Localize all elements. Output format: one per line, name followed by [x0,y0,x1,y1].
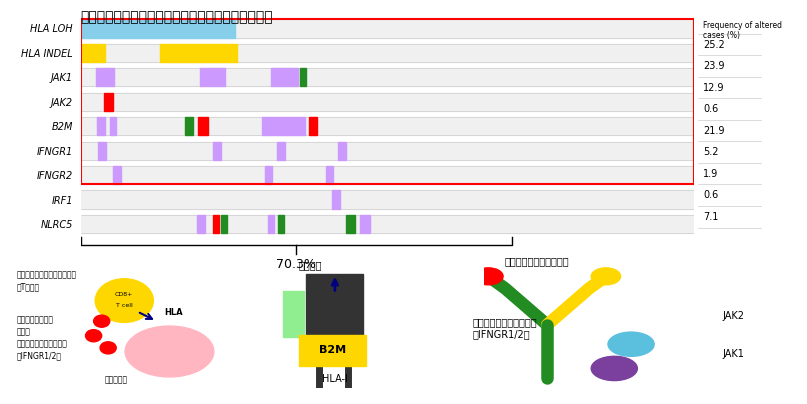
Bar [277,141,285,160]
Bar [81,19,694,38]
Text: JAK1: JAK1 [722,349,744,360]
Bar [220,215,227,233]
Ellipse shape [608,332,654,356]
Bar [81,44,694,62]
Bar [345,215,355,233]
Circle shape [95,279,153,322]
Bar [271,68,299,86]
Bar [197,215,205,233]
Bar [185,117,193,135]
Ellipse shape [592,356,638,381]
Bar [96,68,115,86]
Circle shape [86,330,102,342]
Text: ガンマ: ガンマ [16,327,30,336]
Bar [307,274,363,337]
Text: T cell: T cell [116,303,132,308]
Bar [300,68,307,86]
Bar [81,215,694,233]
Bar [98,117,105,135]
Bar [200,68,225,86]
Bar [81,166,694,184]
Text: 高度変異胃がんにおける免疫関連遺伝子異常の頻度: 高度変異胃がんにおける免疫関連遺伝子異常の頻度 [81,10,274,24]
Bar [81,190,694,209]
Bar [268,215,274,233]
Text: 1.9: 1.9 [703,169,718,179]
Text: インターフェロンガンマ: インターフェロンガンマ [504,257,569,267]
Text: Frequency of altered
cases (%): Frequency of altered cases (%) [703,21,782,40]
Text: CD8+: CD8+ [115,292,133,297]
Circle shape [474,268,503,285]
Text: 0.6: 0.6 [703,190,718,200]
Text: インターフェロン受容体: インターフェロン受容体 [472,317,537,327]
Bar [212,215,219,233]
Text: インターフェロン受容体: インターフェロン受容体 [16,339,67,348]
Bar [309,117,317,135]
Text: 7.1: 7.1 [703,212,719,222]
Bar [81,44,105,62]
Text: HLA-I: HLA-I [322,374,348,384]
Circle shape [592,268,621,285]
Bar [81,93,694,111]
Bar [326,166,333,184]
Text: 70.3%: 70.3% [276,258,316,271]
Bar [81,117,694,135]
Bar [98,141,107,160]
Circle shape [100,342,116,354]
Bar [161,44,237,62]
Text: 23.9: 23.9 [703,61,725,71]
Bar [113,166,120,184]
Bar [265,166,272,184]
Bar [299,335,366,366]
Text: 5.2: 5.2 [703,147,719,157]
Text: 胃がん細胞: 胃がん細胞 [105,376,128,385]
Bar [278,215,284,233]
Bar [81,141,694,160]
Text: がん細胞を攻撃する免疫細胞: がん細胞を攻撃する免疫細胞 [16,271,77,280]
Text: 0.6: 0.6 [703,104,718,114]
Bar [81,19,236,38]
Text: インターフェロン: インターフェロン [16,315,53,324]
Bar [338,141,346,160]
Bar [110,117,116,135]
Text: JAK2: JAK2 [722,311,744,321]
Text: B2M: B2M [319,345,346,355]
Bar [212,141,220,160]
Text: （IFNGR1/2）: （IFNGR1/2） [16,351,61,360]
Bar [261,117,304,135]
Text: 12.9: 12.9 [703,82,725,93]
Bar [81,68,694,86]
Bar [332,190,340,209]
Bar [199,117,207,135]
Text: HLA: HLA [165,308,183,317]
Bar [360,215,370,233]
Text: 21.9: 21.9 [703,126,725,136]
Text: 25.2: 25.2 [703,40,725,50]
Ellipse shape [125,326,214,377]
Circle shape [94,315,110,327]
Text: （IFNGR1/2）: （IFNGR1/2） [472,329,529,339]
Bar [104,93,113,111]
Bar [283,291,304,337]
Text: がん抗原: がん抗原 [299,261,323,271]
Bar [81,19,694,184]
Text: （T細胞）: （T細胞） [16,283,40,292]
